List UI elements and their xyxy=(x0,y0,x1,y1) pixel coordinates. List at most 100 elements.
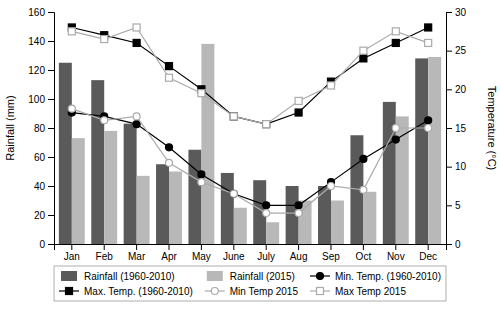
tick-mark xyxy=(446,128,452,129)
bar xyxy=(266,222,279,244)
tick-mark xyxy=(446,12,452,13)
marker xyxy=(327,183,334,190)
marker-group xyxy=(295,97,302,104)
tick-mark xyxy=(395,244,396,250)
bar-series xyxy=(59,58,428,244)
tick: Dec xyxy=(419,244,437,262)
legend-frame xyxy=(54,266,446,301)
tick: May xyxy=(192,244,211,262)
marker xyxy=(425,24,432,31)
tick-mark xyxy=(104,244,105,250)
tick: 40 xyxy=(34,181,54,192)
marker xyxy=(360,47,367,54)
tick-label: Jan xyxy=(64,251,80,262)
tick-mark xyxy=(233,244,234,250)
marker xyxy=(68,105,75,112)
bar xyxy=(415,58,428,244)
tick: 5 xyxy=(446,200,461,211)
line-series xyxy=(68,109,431,209)
tick: July xyxy=(257,244,275,262)
tick: 0 xyxy=(39,239,54,250)
tick-label: Dec xyxy=(419,251,437,262)
line xyxy=(72,27,428,124)
tick-label: Feb xyxy=(96,251,114,262)
chart-svg: Jan Feb Mar Apr May June July Aug Sep Oct Nov Dec 0 2… xyxy=(0,0,500,316)
legend-marker-group xyxy=(316,273,323,280)
tick-label: 100 xyxy=(28,94,45,105)
tick-label: Sep xyxy=(322,251,340,262)
marker xyxy=(230,113,237,120)
legend-item: Rainfall (1960-2010) xyxy=(61,271,175,282)
x-axis: Jan Feb Mar Apr May June July Aug Sep Oct Nov Dec xyxy=(55,244,447,262)
tick-label: 5 xyxy=(455,200,461,211)
tick-mark xyxy=(48,12,54,13)
tick-mark xyxy=(48,157,54,158)
marker-group xyxy=(68,105,75,112)
legend-item: Max. Temp. (1960-2010) xyxy=(59,286,193,297)
marker-group xyxy=(327,183,334,190)
tick: 80 xyxy=(34,123,54,134)
marker-group xyxy=(360,55,367,62)
tick-label: 15 xyxy=(455,123,467,134)
legend-marker-group xyxy=(316,288,323,295)
tick-mark xyxy=(48,41,54,42)
tick-mark xyxy=(48,70,54,71)
bar xyxy=(383,102,396,244)
marker-group xyxy=(198,171,205,178)
marker-group xyxy=(360,186,367,193)
tick-label: July xyxy=(257,251,275,262)
bar xyxy=(428,57,441,244)
marker xyxy=(198,90,205,97)
marker-group xyxy=(263,210,270,217)
bar xyxy=(201,44,214,244)
tick-label: June xyxy=(223,251,245,262)
tick: 0 xyxy=(446,239,461,250)
bar xyxy=(169,172,182,245)
legend: Rainfall (1960-2010)Rainfall (2015)Min. … xyxy=(54,266,446,301)
marker-group xyxy=(133,113,140,120)
legend-marker xyxy=(316,273,323,280)
marker xyxy=(392,28,399,35)
marker-group xyxy=(295,210,302,217)
marker-group xyxy=(263,121,270,128)
marker-group xyxy=(166,144,173,151)
marker xyxy=(133,121,140,128)
marker-group xyxy=(198,90,205,97)
plot-area xyxy=(59,24,441,244)
tick-label: Apr xyxy=(161,251,177,262)
tick-mark xyxy=(48,128,54,129)
tick-mark xyxy=(48,215,54,216)
bar xyxy=(137,176,150,244)
tick: Aug xyxy=(290,244,308,262)
tick-mark xyxy=(446,244,452,245)
legend-item: Max Temp 2015 xyxy=(310,286,406,297)
tick-label: Aug xyxy=(290,251,308,262)
legend-item: Rainfall (2015) xyxy=(207,271,295,282)
marker-group xyxy=(263,121,270,128)
marker xyxy=(263,210,270,217)
tick-label: Oct xyxy=(356,251,372,262)
legend-marker-group xyxy=(66,288,73,295)
tick: Nov xyxy=(387,244,405,262)
marker xyxy=(230,190,237,197)
marker xyxy=(425,39,432,46)
tick-label: 140 xyxy=(28,36,45,47)
tick-label: 25 xyxy=(455,45,467,56)
tick: Sep xyxy=(322,244,340,262)
marker xyxy=(295,97,302,104)
tick-label: 120 xyxy=(28,65,45,76)
bar-series xyxy=(72,44,441,244)
tick: 100 xyxy=(28,94,54,105)
marker xyxy=(133,113,140,120)
y-axis: 020406080100120140160 xyxy=(28,7,54,250)
tick: Mar xyxy=(128,244,146,262)
line xyxy=(72,113,428,206)
marker-group xyxy=(230,113,237,120)
marker xyxy=(425,125,432,132)
marker xyxy=(198,179,205,186)
bar xyxy=(91,80,104,244)
y2-axis-title: Temperature (°C) xyxy=(486,86,498,170)
tick-mark xyxy=(48,99,54,100)
tick-mark xyxy=(71,244,72,250)
legend-marker xyxy=(211,288,218,295)
